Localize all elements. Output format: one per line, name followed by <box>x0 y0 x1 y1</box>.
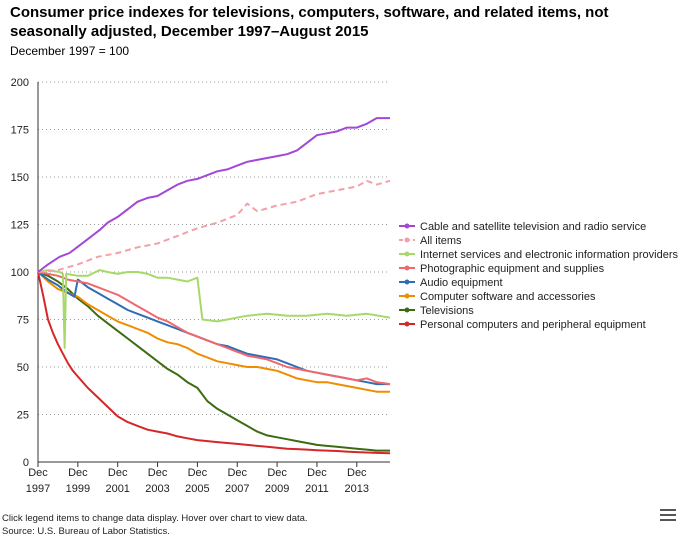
hamburger-menu-icon[interactable] <box>658 506 678 524</box>
series-line[interactable] <box>37 179 391 273</box>
chart-source: Source: U.S. Bureau of Labor Statistics. <box>2 526 170 537</box>
chart-title: Consumer price indexes for televisions, … <box>10 4 609 40</box>
series-line[interactable] <box>37 271 391 455</box>
x-tick-label-year: 1997 <box>26 483 50 495</box>
menu-bar <box>660 519 676 521</box>
x-tick-label-month: Dec <box>307 467 327 479</box>
y-tick-label: 75 <box>17 315 29 327</box>
legend-label: Photographic equipment and supplies <box>420 263 605 275</box>
legend-item[interactable]: Computer software and accessories <box>399 291 596 303</box>
legend-marker <box>404 223 410 229</box>
x-tick-label-month: Dec <box>28 467 48 479</box>
legend-marker <box>404 321 410 327</box>
x-axis-tick-labels: Dec 1997 Dec 1999 Dec 2001 Dec 2003 Dec 2005 Dec 20… <box>26 467 369 495</box>
y-tick-label: 100 <box>11 267 29 279</box>
y-tick-label: 150 <box>11 172 29 184</box>
legend-label: All items <box>420 235 462 247</box>
menu-bar <box>660 514 676 516</box>
series-line[interactable] <box>37 271 390 452</box>
legend-marker <box>404 279 410 285</box>
y-tick-label: 175 <box>11 125 29 137</box>
legend-item[interactable]: Televisions <box>399 305 474 317</box>
x-tick-label-year: 2013 <box>345 483 369 495</box>
x-tick-label-year: 2001 <box>105 483 129 495</box>
legend-marker <box>404 293 410 299</box>
y-tick-label: 25 <box>17 410 29 422</box>
x-tick-label-month: Dec <box>347 467 367 479</box>
legend-item[interactable]: Audio equipment <box>399 277 503 289</box>
legend-label: Televisions <box>420 305 474 317</box>
y-tick-label: 50 <box>17 362 29 374</box>
legend-label: Computer software and accessories <box>420 291 596 303</box>
legend-marker <box>404 307 410 313</box>
x-tick-label-year: 2011 <box>305 483 329 495</box>
legend-label: Cable and satellite television and radio… <box>420 221 646 233</box>
legend-item[interactable]: All items <box>399 235 462 247</box>
x-tick-label-year: 2009 <box>265 483 289 495</box>
y-tick-label: 0 <box>23 457 29 469</box>
menu-bar <box>660 509 676 511</box>
y-axis-tick-labels: 0 25 50 75 100 125 150 175 200 <box>11 77 29 469</box>
x-tick-label-month: Dec <box>68 467 88 479</box>
x-tick-label-month: Dec <box>148 467 168 479</box>
x-tick-label-year: 1999 <box>66 483 90 495</box>
x-tick-label-month: Dec <box>267 467 287 479</box>
legend-item[interactable]: Cable and satellite television and radio… <box>399 221 646 233</box>
chart-footer: Click legend items to change data displa… <box>2 512 308 538</box>
series-line[interactable] <box>37 117 390 273</box>
legend-item[interactable]: Personal computers and peripheral equipm… <box>399 319 646 331</box>
y-tick-label: 200 <box>11 77 29 89</box>
x-tick-label-month: Dec <box>227 467 247 479</box>
y-tick-label: 125 <box>11 220 29 232</box>
series-line[interactable] <box>37 269 391 349</box>
x-tick-label-year: 2007 <box>225 483 249 495</box>
legend-marker <box>404 265 410 271</box>
series-line[interactable] <box>37 271 391 386</box>
legend-label: Personal computers and peripheral equipm… <box>420 319 646 331</box>
x-tick-label-year: 2005 <box>185 483 209 495</box>
legend-item[interactable]: Photographic equipment and supplies <box>399 263 605 275</box>
legend-item[interactable]: Internet services and electronic informa… <box>399 249 679 261</box>
x-tick-label-month: Dec <box>188 467 208 479</box>
x-tick-label-year: 2003 <box>145 483 169 495</box>
legend[interactable]: Cable and satellite television and radio… <box>399 221 679 331</box>
series-line[interactable] <box>37 271 390 393</box>
x-tick-label-month: Dec <box>108 467 128 479</box>
series-lines[interactable] <box>37 117 391 455</box>
legend-label: Audio equipment <box>420 277 503 289</box>
legend-marker <box>404 237 410 243</box>
chart-instructions: Click legend items to change data displa… <box>2 513 308 524</box>
chart-subtitle: December 1997 = 100 <box>10 44 130 58</box>
legend-marker <box>404 251 410 257</box>
legend-label: Internet services and electronic informa… <box>420 249 679 261</box>
